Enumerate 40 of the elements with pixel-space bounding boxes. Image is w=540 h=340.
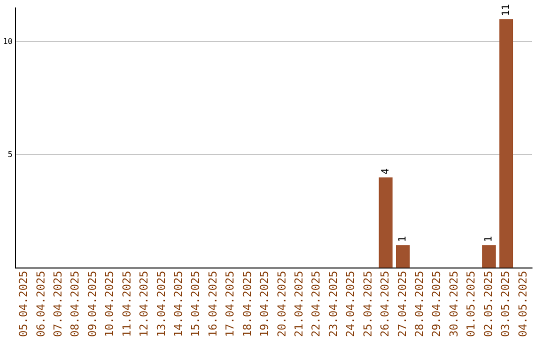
x-tick-label: 25.04.2025 (361, 270, 374, 338)
x-tick-label: 27.04.2025 (396, 270, 409, 338)
x-tick-label: 12.04.2025 (138, 270, 151, 338)
y-tick-label: 5 (8, 150, 13, 159)
bar (499, 19, 514, 268)
x-tick-label: 08.04.2025 (68, 270, 82, 338)
x-tick-label: 04.05.2025 (516, 270, 530, 338)
x-tick-label: 06.04.2025 (34, 270, 48, 338)
bar (396, 245, 410, 268)
x-tick-label: 13.04.2025 (154, 270, 168, 338)
bar (378, 177, 393, 268)
x-tick-label: 01.05.2025 (464, 270, 478, 338)
x-tick-label: 28.04.2025 (412, 270, 426, 338)
x-tick-label: 09.04.2025 (86, 270, 99, 338)
x-tick-label: 17.04.2025 (224, 270, 237, 338)
bar (482, 245, 496, 268)
x-tick-label: 05.04.2025 (17, 270, 30, 338)
x-tick-label: 16.04.2025 (206, 270, 220, 338)
x-tick-label: 20.04.2025 (275, 270, 288, 338)
x-tick-label: 15.04.2025 (189, 270, 202, 338)
data-label: 11 (500, 4, 512, 16)
x-tick-label: 29.04.2025 (430, 270, 444, 338)
x-tick-label: 10.04.2025 (103, 270, 116, 338)
x-tick-label: 22.04.2025 (310, 270, 323, 338)
x-tick-label: 26.04.2025 (378, 270, 392, 338)
data-label: 1 (398, 236, 408, 242)
x-tick-label: 24.04.2025 (344, 270, 358, 338)
x-tick-label: 03.05.2025 (499, 270, 512, 338)
data-label: 4 (380, 168, 392, 174)
x-tick-label: 23.04.2025 (326, 270, 340, 338)
x-tick-label: 19.04.2025 (258, 270, 272, 338)
x-tick-label: 18.04.2025 (240, 270, 254, 338)
x-tick-label: 21.04.2025 (292, 270, 306, 338)
y-tick-label: 10 (2, 36, 13, 46)
x-tick-label: 11.04.2025 (120, 270, 134, 338)
x-tick-label: 30.04.2025 (447, 270, 460, 338)
x-tick-label: 07.04.2025 (52, 270, 65, 338)
x-tick-label: 02.05.2025 (482, 270, 495, 338)
data-label: 1 (484, 236, 495, 242)
x-tick-label: 14.04.2025 (172, 270, 186, 338)
